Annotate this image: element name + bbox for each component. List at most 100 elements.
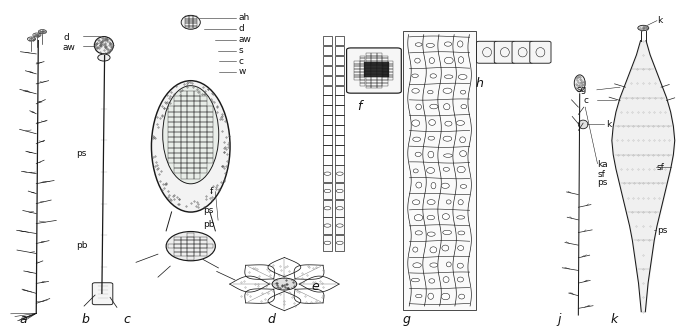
Bar bbox=[371, 74, 377, 77]
Bar bbox=[175, 137, 181, 143]
Ellipse shape bbox=[459, 294, 464, 299]
Ellipse shape bbox=[429, 104, 438, 109]
Bar bbox=[360, 77, 366, 80]
Bar bbox=[194, 244, 201, 248]
Bar bbox=[188, 244, 194, 248]
Ellipse shape bbox=[427, 232, 435, 236]
Text: ps: ps bbox=[597, 178, 608, 187]
Ellipse shape bbox=[441, 293, 450, 300]
Bar bbox=[382, 64, 388, 66]
Bar bbox=[168, 137, 175, 143]
FancyBboxPatch shape bbox=[92, 283, 113, 305]
Bar bbox=[323, 135, 332, 145]
Bar bbox=[201, 137, 207, 143]
Ellipse shape bbox=[166, 231, 215, 261]
Bar bbox=[181, 143, 188, 148]
Bar bbox=[188, 143, 194, 148]
Bar bbox=[335, 96, 344, 105]
Bar bbox=[335, 234, 344, 251]
Ellipse shape bbox=[460, 184, 466, 188]
Ellipse shape bbox=[443, 277, 449, 283]
Text: k: k bbox=[606, 120, 611, 129]
Bar bbox=[201, 96, 207, 101]
Bar bbox=[168, 107, 175, 112]
Bar bbox=[335, 36, 344, 45]
Bar bbox=[188, 101, 194, 107]
Bar bbox=[175, 240, 181, 244]
Bar bbox=[335, 126, 344, 135]
Bar bbox=[175, 244, 181, 248]
Bar bbox=[192, 23, 197, 26]
Ellipse shape bbox=[181, 15, 200, 29]
Bar bbox=[192, 21, 197, 23]
Bar bbox=[168, 112, 175, 117]
Bar bbox=[188, 112, 194, 117]
Bar bbox=[323, 126, 332, 135]
Bar bbox=[323, 155, 332, 165]
Bar bbox=[377, 77, 382, 80]
Bar bbox=[194, 240, 201, 244]
Ellipse shape bbox=[427, 215, 434, 220]
Bar bbox=[207, 127, 214, 132]
Ellipse shape bbox=[457, 166, 465, 173]
Text: ka: ka bbox=[597, 160, 608, 169]
Bar bbox=[188, 248, 194, 252]
Bar bbox=[181, 127, 188, 132]
Bar bbox=[181, 91, 188, 96]
Bar bbox=[181, 148, 188, 153]
Text: sf: sf bbox=[597, 170, 606, 179]
Bar bbox=[175, 101, 181, 107]
Ellipse shape bbox=[428, 293, 434, 299]
Bar bbox=[382, 69, 388, 72]
Bar bbox=[201, 153, 207, 158]
Bar bbox=[382, 83, 388, 86]
Text: k: k bbox=[657, 16, 662, 25]
Bar bbox=[194, 153, 201, 158]
Bar bbox=[388, 75, 393, 77]
Bar bbox=[188, 23, 192, 26]
Bar bbox=[323, 234, 332, 251]
Ellipse shape bbox=[456, 121, 464, 125]
Bar bbox=[181, 137, 188, 143]
Ellipse shape bbox=[416, 104, 421, 110]
Ellipse shape bbox=[458, 245, 464, 250]
Bar bbox=[175, 122, 181, 127]
Bar bbox=[354, 66, 360, 69]
Bar bbox=[364, 74, 371, 77]
Bar bbox=[188, 173, 194, 179]
Bar bbox=[181, 96, 188, 101]
Ellipse shape bbox=[445, 75, 453, 78]
Bar bbox=[188, 163, 194, 168]
Circle shape bbox=[336, 207, 343, 210]
Bar bbox=[201, 107, 207, 112]
Text: e: e bbox=[312, 280, 319, 293]
Bar bbox=[194, 163, 201, 168]
Bar bbox=[188, 96, 194, 101]
Bar bbox=[207, 143, 214, 148]
Bar bbox=[201, 112, 207, 117]
Bar bbox=[181, 240, 188, 244]
Bar bbox=[382, 58, 388, 61]
Ellipse shape bbox=[431, 182, 436, 189]
Bar bbox=[364, 62, 371, 65]
Bar bbox=[188, 137, 194, 143]
Bar bbox=[377, 83, 382, 86]
Bar bbox=[335, 65, 344, 75]
Ellipse shape bbox=[458, 57, 464, 63]
Ellipse shape bbox=[458, 41, 463, 47]
Bar bbox=[377, 55, 382, 58]
Ellipse shape bbox=[428, 151, 434, 158]
Bar bbox=[194, 236, 201, 240]
Bar bbox=[207, 244, 214, 248]
Ellipse shape bbox=[447, 262, 451, 267]
Bar bbox=[335, 145, 344, 155]
Bar bbox=[181, 163, 188, 168]
Ellipse shape bbox=[461, 105, 466, 109]
Bar bbox=[175, 112, 181, 117]
Bar bbox=[188, 240, 194, 244]
Bar bbox=[194, 173, 201, 179]
Bar bbox=[388, 66, 393, 69]
Bar bbox=[188, 117, 194, 122]
Ellipse shape bbox=[427, 200, 435, 204]
Ellipse shape bbox=[458, 231, 465, 235]
